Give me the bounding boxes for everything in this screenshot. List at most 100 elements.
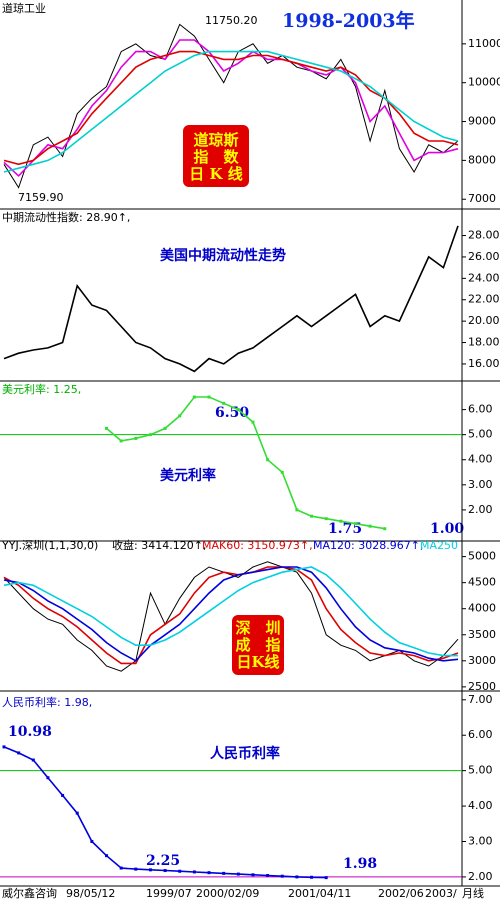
y-tick-label: 18.00	[468, 336, 500, 349]
annotation: 10.98	[8, 724, 52, 740]
y-tick-label: 3.00	[468, 834, 493, 847]
x-tick-label: 月线	[462, 886, 484, 900]
caption: 美国中期流动性走势	[160, 247, 286, 264]
data-point	[207, 871, 211, 875]
data-point	[222, 871, 226, 875]
data-point	[310, 514, 314, 518]
data-point	[192, 395, 196, 399]
panel-title: 道琼工业	[2, 1, 46, 15]
legend-entry: MA120: 3028.967↑,	[313, 539, 423, 552]
y-tick-label: 5.00	[468, 764, 493, 777]
annotation: 1.98	[343, 856, 377, 872]
y-tick-label: 2.00	[468, 870, 493, 883]
x-tick-label: 2003/	[425, 887, 457, 900]
y-tick-label: 8000	[468, 153, 496, 166]
y-tick-label: 11000	[468, 37, 500, 50]
y-tick-label: 3.00	[468, 478, 493, 491]
data-point	[295, 875, 299, 879]
y-tick-label: 6.00	[468, 728, 493, 741]
data-point	[207, 395, 211, 399]
annotation: 1.00	[430, 521, 464, 537]
series-line	[3, 39, 459, 178]
y-tick-label: 10000	[468, 76, 500, 89]
series-line	[3, 225, 459, 373]
box-text: 深 圳	[235, 619, 280, 637]
box-text: 日K线	[236, 653, 279, 671]
data-point	[119, 439, 123, 443]
data-point	[251, 873, 255, 877]
data-point	[383, 527, 387, 531]
annotation: 11750.20	[205, 14, 258, 27]
x-tick-label: 98/05/12	[66, 887, 115, 900]
data-point	[61, 793, 65, 797]
data-point	[163, 869, 167, 873]
data-point	[17, 751, 21, 755]
label-box	[183, 125, 249, 187]
box-text: 道琼斯	[193, 131, 238, 149]
panel-title: YYJ.深圳(1,1,30,0)	[1, 539, 98, 552]
x-tick-label: 2002/06	[378, 887, 424, 900]
box-text: 成 指	[235, 636, 280, 654]
annotation: 7159.90	[18, 191, 64, 204]
data-point	[134, 867, 138, 871]
data-point	[339, 519, 343, 523]
data-point	[134, 436, 138, 440]
series-line	[3, 566, 458, 657]
y-tick-label: 4.00	[468, 799, 493, 812]
data-point	[236, 408, 240, 412]
data-point	[148, 433, 152, 437]
data-point	[280, 470, 284, 474]
data-point	[178, 869, 182, 873]
caption: 美元利率	[160, 467, 216, 484]
panel-title: 人民币利率: 1.98,	[2, 695, 92, 709]
subtitle: 1998-2003年	[282, 9, 415, 32]
y-tick-label: 3500	[468, 628, 496, 641]
data-point	[178, 414, 182, 418]
data-point	[353, 522, 357, 526]
y-tick-label: 5.00	[468, 428, 493, 441]
y-tick-label: 4500	[468, 576, 496, 589]
box-text: 日 K 线	[189, 165, 242, 183]
legend-entry: MAK60: 3150.973↑,	[202, 539, 313, 552]
label-box	[232, 615, 284, 675]
data-point	[266, 458, 270, 462]
legend-entry: MA250	[420, 539, 458, 552]
panel-title: 中期流动性指数: 28.90↑,	[2, 210, 130, 224]
data-point	[2, 745, 6, 749]
data-point	[295, 508, 299, 512]
y-tick-label: 7000	[468, 192, 496, 205]
data-point	[105, 854, 109, 858]
annotation: 1.75	[328, 521, 362, 537]
series-line	[3, 561, 459, 672]
legend-entry: 收盘: 3414.120↑,	[112, 538, 206, 552]
data-point	[266, 873, 270, 877]
y-tick-label: 9000	[468, 115, 496, 128]
source: 威尔鑫咨询	[2, 886, 57, 900]
y-tick-label: 5000	[468, 550, 496, 563]
data-point	[46, 776, 50, 780]
data-point	[148, 868, 152, 872]
data-point	[324, 876, 328, 880]
y-tick-label: 4.00	[468, 453, 493, 466]
annotation: 6.50	[215, 405, 249, 421]
x-tick-label: 1999/07	[146, 887, 192, 900]
panel-title: 美元利率: 1.25,	[2, 382, 81, 396]
data-point	[192, 870, 196, 874]
data-point	[119, 866, 123, 870]
data-point	[280, 874, 284, 878]
x-tick-label: 2001/04/11	[288, 887, 351, 900]
data-point	[163, 426, 167, 430]
data-point	[251, 420, 255, 424]
y-tick-label: 24.00	[468, 271, 500, 284]
y-tick-label: 6.00	[468, 403, 493, 416]
data-point	[31, 758, 35, 762]
annotation: 2.25	[146, 853, 180, 869]
y-tick-label: 26.00	[468, 250, 500, 263]
box-text: 指 数	[193, 148, 239, 166]
y-tick-label: 3000	[468, 654, 496, 667]
data-point	[75, 811, 79, 815]
data-point	[105, 426, 109, 430]
series-line	[3, 566, 459, 665]
data-point	[90, 839, 94, 843]
y-tick-label: 2500	[468, 680, 496, 693]
